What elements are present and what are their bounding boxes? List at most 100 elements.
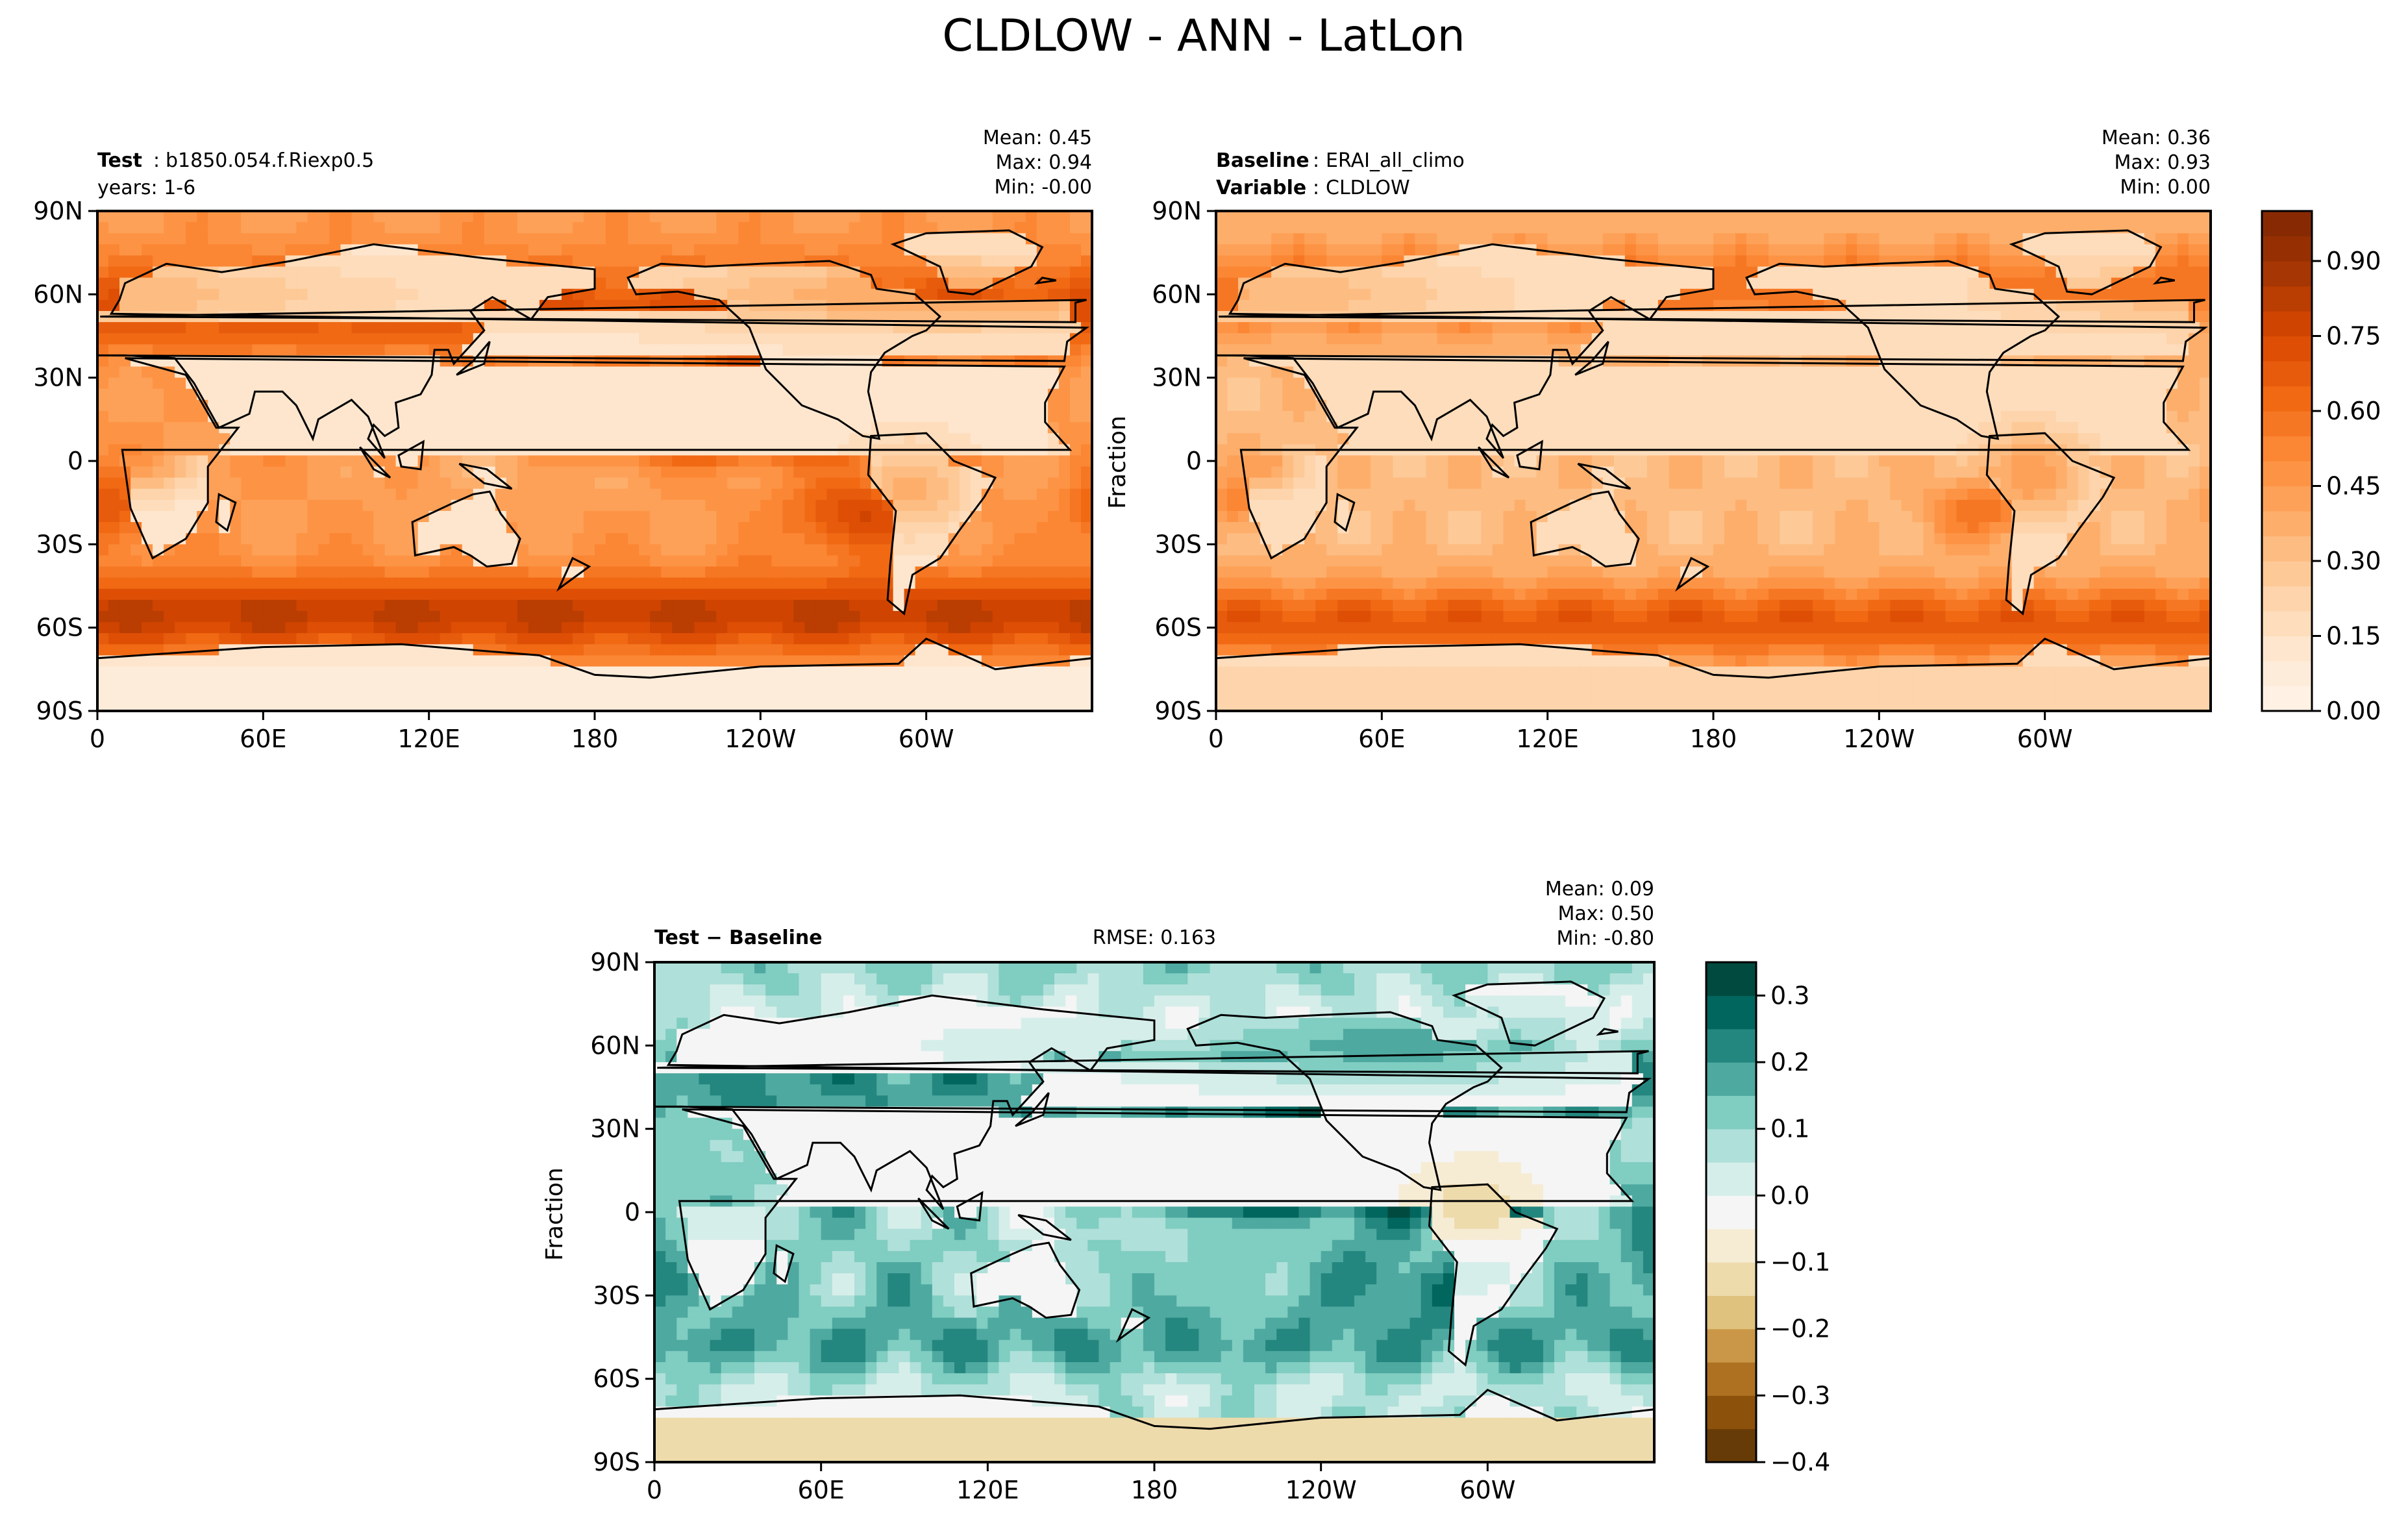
map-cell (849, 344, 861, 356)
map-cell (749, 399, 761, 412)
map-cell (186, 533, 197, 545)
map-cell (1426, 288, 1438, 301)
map-cell (871, 699, 883, 712)
map-cell (705, 611, 717, 623)
map-cell (804, 422, 817, 434)
map-cell (142, 433, 153, 445)
map-cell (208, 588, 219, 601)
map-cell (771, 533, 783, 545)
map-cell (694, 366, 706, 379)
map-cell (882, 611, 894, 623)
map-cell (849, 688, 861, 701)
map-cell (793, 233, 806, 245)
map-cell (153, 633, 164, 645)
map-cell (1415, 244, 1427, 256)
map-cell (197, 477, 208, 490)
map-cell (451, 622, 463, 634)
map-cell (1724, 288, 1736, 301)
map-cell (628, 288, 639, 301)
map-cell (1025, 211, 1037, 223)
map-cell (1481, 288, 1493, 301)
map-cell (860, 588, 872, 601)
map-cell (506, 333, 518, 345)
map-cell (263, 422, 275, 434)
map-cell (208, 299, 219, 312)
map-cell (1282, 233, 1294, 245)
map-cell (451, 311, 463, 323)
map-cell (1735, 299, 1747, 312)
map-cell (495, 655, 507, 667)
map-cell (473, 599, 485, 612)
map-cell (882, 511, 894, 523)
map-cell (1448, 244, 1460, 256)
map-cell (771, 622, 783, 634)
map-cell (1669, 211, 1681, 223)
map-cell (617, 577, 628, 590)
map-cell (241, 433, 253, 445)
map-cell (904, 499, 916, 512)
map-cell (1657, 233, 1670, 245)
map-cell (672, 266, 684, 279)
map-cell (639, 377, 651, 390)
map-cell (208, 277, 219, 290)
map-cell (981, 344, 993, 356)
map-cell (1014, 277, 1026, 290)
map-cell (672, 399, 684, 412)
map-cell (506, 566, 518, 578)
map-cell (1036, 677, 1049, 690)
map-cell (893, 422, 905, 434)
map-cell (749, 277, 761, 290)
map-cell (893, 677, 905, 690)
map-cell (307, 688, 319, 701)
map-cell (340, 633, 353, 645)
map-cell (716, 344, 728, 356)
map-cell (849, 299, 861, 312)
map-cell (2133, 299, 2145, 312)
map-cell (882, 277, 894, 290)
map-cell (550, 366, 562, 379)
map-cell (417, 422, 430, 434)
map-cell (727, 577, 739, 590)
map-cell (1014, 344, 1026, 356)
map-cell (849, 477, 861, 490)
map-cell (860, 611, 872, 623)
map-cell (2033, 211, 2046, 223)
map-cell (1591, 233, 1604, 245)
map-cell (175, 344, 186, 356)
map-cell (871, 622, 883, 634)
map-cell (329, 411, 341, 423)
map-cell (948, 311, 960, 323)
map-cell (793, 455, 806, 467)
map-cell (528, 544, 540, 556)
map-cell (263, 655, 275, 667)
map-cell (130, 588, 142, 601)
map-cell (296, 555, 308, 567)
map-cell (683, 255, 695, 267)
map-cell (263, 533, 275, 545)
map-cell (1646, 244, 1659, 256)
map-cell (959, 599, 971, 612)
map-cell (1080, 599, 1093, 612)
map-cell (285, 211, 297, 223)
map-cell (1857, 266, 1868, 279)
map-cell (296, 599, 308, 612)
map-cell (318, 688, 330, 701)
map-cell (473, 366, 485, 379)
map-cell (186, 244, 197, 256)
map-cell (1415, 222, 1427, 234)
map-cell (815, 488, 828, 501)
map-cell (661, 455, 673, 467)
map-cell (882, 211, 894, 223)
map-cell (1003, 666, 1015, 678)
map-cell (528, 455, 540, 467)
map-cell (793, 533, 806, 545)
map-cell (451, 222, 463, 234)
map-cell (606, 422, 617, 434)
map-cell (495, 255, 507, 267)
map-cell (738, 611, 750, 623)
map-cell (1536, 255, 1548, 267)
map-cell (904, 222, 916, 234)
map-cell (1080, 433, 1093, 445)
map-cell (1591, 244, 1604, 256)
map-cell (992, 544, 1004, 556)
